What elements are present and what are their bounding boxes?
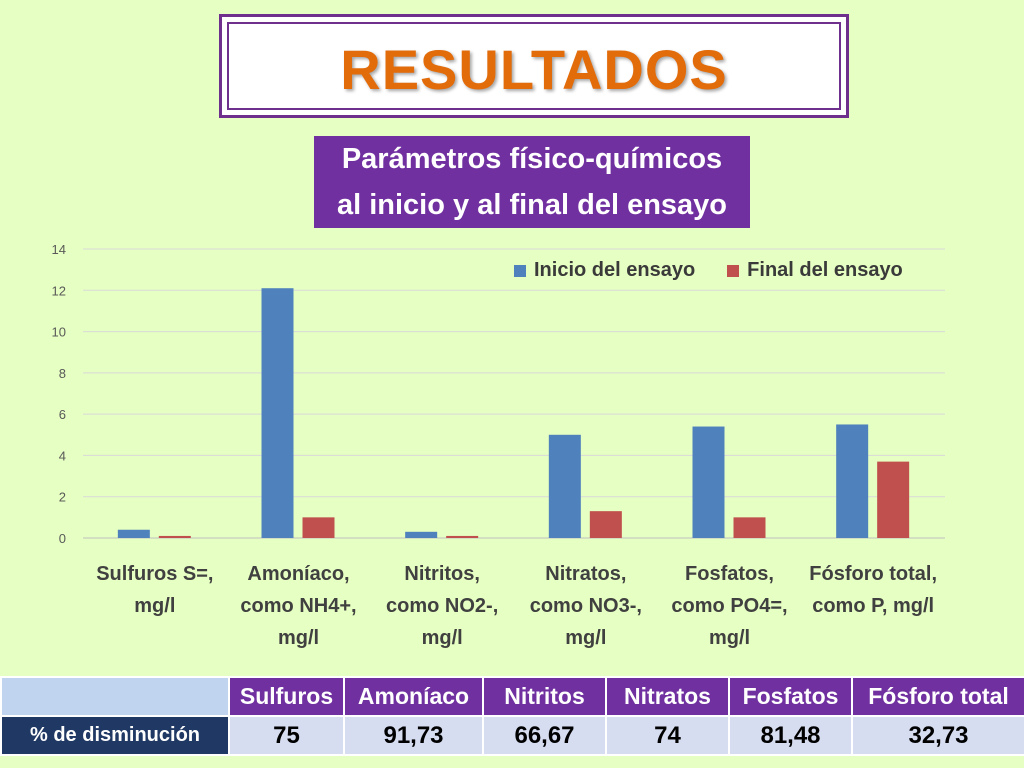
bar-chart: 0 2 4 6 8 10 12 14 bbox=[52, 242, 945, 546]
table-cell: 74 bbox=[605, 715, 730, 756]
x-category-label: Fosfatos, como PO4=, mg/l bbox=[655, 558, 805, 654]
table-header-cell: Nitritos bbox=[482, 676, 607, 717]
table-cell: 91,73 bbox=[343, 715, 484, 756]
x-category-label-line: como NO2-, bbox=[386, 595, 499, 617]
table-row: % de disminución 75 91,73 66,67 74 81,48… bbox=[0, 715, 1024, 756]
bar-final bbox=[877, 461, 910, 538]
x-category-label-line: como PO4=, bbox=[671, 595, 788, 617]
x-category-label-line: Fósforo total, bbox=[809, 563, 938, 585]
x-category-label: Fósforo total, como P, mg/l bbox=[798, 558, 948, 622]
page-title: RESULTADOS bbox=[340, 38, 728, 101]
x-category-label-line: mg/l bbox=[134, 595, 176, 617]
x-category-label: Nitratos, como NO3-, mg/l bbox=[511, 558, 661, 654]
chart-title-line-2: al inicio y al final del ensayo bbox=[336, 189, 728, 221]
x-category-label-line: mg/l bbox=[708, 627, 751, 649]
bar-inicio bbox=[692, 426, 725, 538]
legend-swatch-final bbox=[727, 264, 740, 277]
table-cell: 81,48 bbox=[728, 715, 853, 756]
bar-inicio bbox=[548, 434, 581, 538]
x-category-label-line: Nitratos, bbox=[545, 563, 627, 585]
table-cell: 66,67 bbox=[482, 715, 607, 756]
table-cell: 32,73 bbox=[851, 715, 1024, 756]
x-category-label-line: mg/l bbox=[421, 627, 463, 649]
table-header-cell: Amoníaco bbox=[343, 676, 484, 717]
x-category-label: Nitritos, como NO2-, mg/l bbox=[367, 558, 517, 654]
x-category-label: Amoníaco, como NH4+, mg/l bbox=[224, 558, 374, 654]
legend-swatch-inicio bbox=[514, 264, 526, 277]
y-tick-label: 2 bbox=[59, 490, 66, 505]
x-category-label-line: mg/l bbox=[277, 627, 320, 649]
legend-item-final: Final del ensayo bbox=[727, 259, 903, 282]
bar-final bbox=[733, 517, 766, 538]
table-header-cell: Sulfuros bbox=[228, 676, 345, 717]
y-tick-label: 8 bbox=[59, 366, 66, 381]
y-tick-label: 0 bbox=[59, 531, 66, 546]
bar-inicio bbox=[117, 529, 150, 538]
table-cell: 75 bbox=[228, 715, 345, 756]
y-tick-label: 14 bbox=[52, 242, 66, 257]
table-header-cell: Fósforo total bbox=[851, 676, 1024, 717]
bar-inicio bbox=[836, 424, 869, 538]
x-category-label-line: Nitritos, bbox=[404, 563, 480, 585]
x-category-label-line: como P, mg/l bbox=[812, 595, 935, 617]
bar-inicio bbox=[405, 531, 438, 538]
table-header-cell: Nitratos bbox=[605, 676, 730, 717]
y-tick-label: 6 bbox=[59, 407, 66, 422]
table-corner-cell bbox=[0, 676, 230, 717]
table-header-cell: Fosfatos bbox=[728, 676, 853, 717]
legend-label-final: Final del ensayo bbox=[747, 259, 903, 281]
legend-label-inicio: Inicio del ensayo bbox=[534, 259, 696, 281]
x-category-label: Sulfuros S=, mg/l bbox=[80, 558, 230, 622]
x-category-label-line: como NH4+, bbox=[240, 595, 357, 617]
bar-final bbox=[302, 517, 335, 538]
x-category-label-line: Fosfatos, bbox=[685, 563, 774, 585]
title-banner: RESULTADOS bbox=[219, 14, 849, 118]
bar-final bbox=[589, 511, 622, 538]
table-header-row: Sulfuros Amoníaco Nitritos Nitratos Fosf… bbox=[0, 676, 1024, 717]
bar-final bbox=[446, 535, 479, 538]
bar-final bbox=[158, 535, 191, 538]
x-category-label-line: como NO3-, bbox=[529, 595, 642, 617]
chart-title: Parámetros físico-químicos al inicio y a… bbox=[314, 136, 750, 228]
x-category-label-line: Amoníaco, bbox=[247, 563, 350, 585]
y-tick-label: 4 bbox=[59, 448, 66, 463]
y-tick-label: 10 bbox=[52, 325, 66, 340]
x-category-label-line: mg/l bbox=[565, 627, 607, 649]
y-tick-label: 12 bbox=[52, 283, 66, 298]
legend-item-inicio: Inicio del ensayo bbox=[514, 259, 695, 282]
x-category-label-line: Sulfuros S=, bbox=[96, 563, 214, 585]
bar-inicio bbox=[261, 288, 294, 538]
table-row-label: % de disminución bbox=[0, 715, 230, 756]
chart-legend: Inicio del ensayo Final del ensayo bbox=[514, 259, 903, 282]
summary-table: Sulfuros Amoníaco Nitritos Nitratos Fosf… bbox=[0, 676, 1024, 756]
chart-title-line-1: Parámetros físico-químicos bbox=[341, 143, 723, 175]
